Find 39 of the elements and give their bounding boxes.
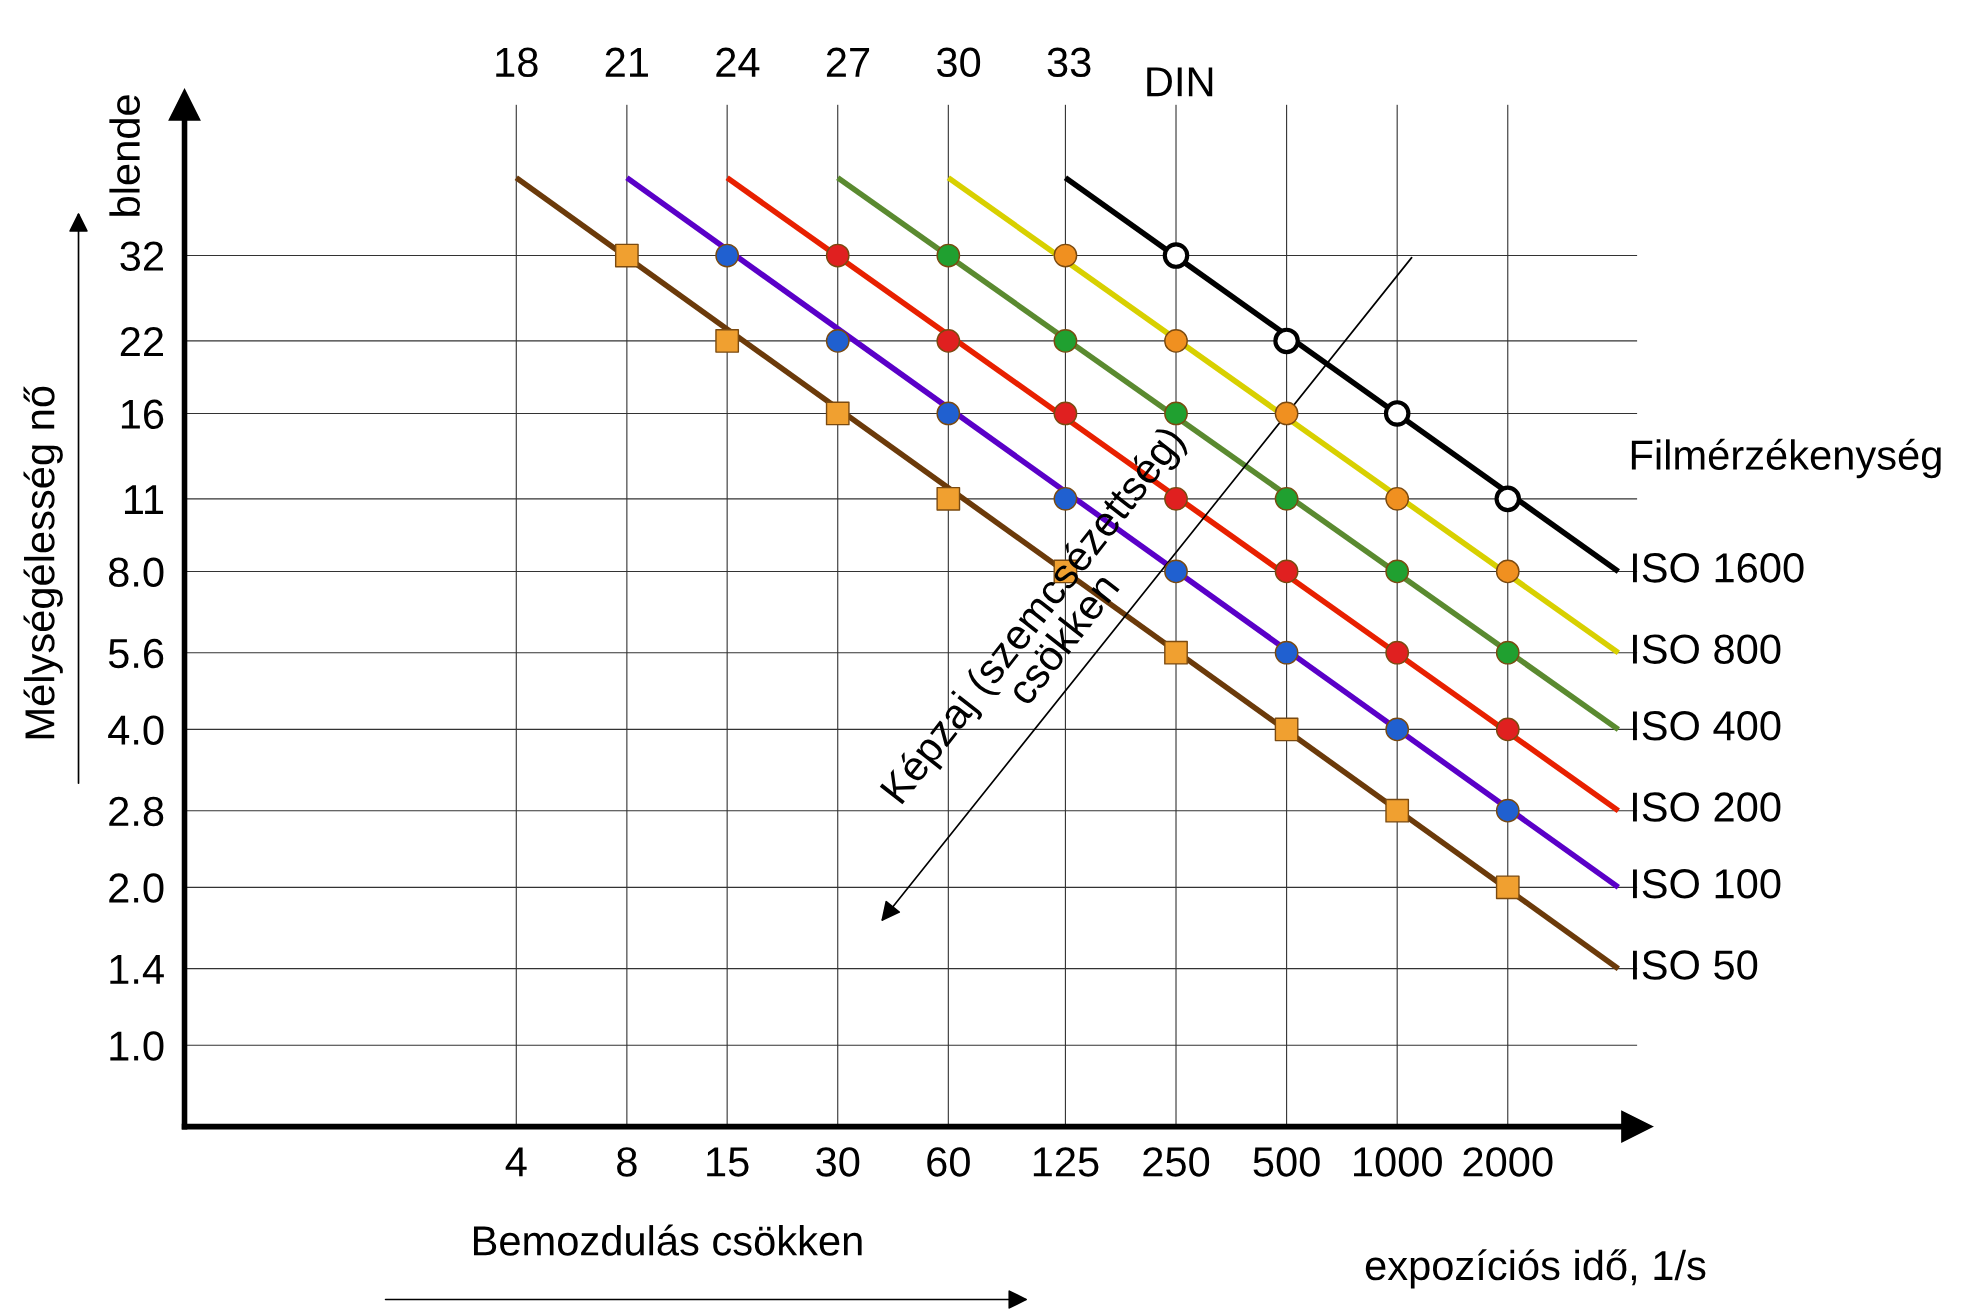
y-axis-title: blende — [109, 95, 140, 216]
series-label: ISO 50 — [1632, 950, 1758, 980]
y-tick-label: 1.0 — [110, 1031, 164, 1061]
x2-tick-label: 18 — [496, 47, 538, 78]
x-tick-label: 2000 — [1463, 1147, 1553, 1177]
x2-tick-label: 30 — [936, 47, 981, 78]
y-tick-label: 1.4 — [110, 955, 164, 984]
series-label: ISO 100 — [1632, 869, 1781, 899]
x-tick-label: 30 — [816, 1147, 860, 1177]
series-label: ISO 1600 — [1632, 553, 1804, 583]
x-tick-label: 125 — [1033, 1147, 1099, 1177]
x2-tick-label: 21 — [605, 47, 648, 77]
x2-tick-label: 33 — [1047, 47, 1091, 78]
x2-tick-label: 24 — [716, 47, 760, 77]
y-tick-label: 11 — [124, 485, 164, 514]
y-tick-label: 5.6 — [108, 638, 164, 669]
x-tick-label: 250 — [1143, 1147, 1210, 1177]
x-tick-label: 4 — [505, 1147, 527, 1177]
legend-title: Filmérzékenység — [1631, 438, 1941, 479]
y-tick-label: 22 — [120, 326, 163, 357]
x-tick-label: 500 — [1253, 1147, 1320, 1177]
y-tick-label: 8.0 — [108, 557, 164, 587]
x2-tick-label: 27 — [826, 47, 870, 77]
x-tick-label: 60 — [927, 1147, 970, 1177]
series-label: ISO 400 — [1632, 711, 1781, 741]
y-tick-label: 2.8 — [109, 796, 164, 827]
x-tick-label: 8 — [617, 1147, 637, 1177]
y-tick-label: 16 — [121, 399, 164, 429]
y-tick-label: 2.0 — [109, 873, 164, 903]
text: Mélységélesség nő — [23, 386, 63, 739]
text: Bemozdulás csökken — [473, 1224, 862, 1256]
x-axis-title: expozíciós idő, 1/s — [1365, 1249, 1706, 1289]
y-tick-label: 32 — [120, 241, 163, 272]
y-tick-label: 4.0 — [108, 715, 164, 745]
x-tick-label: 15 — [707, 1147, 749, 1177]
series-label: ISO 200 — [1632, 792, 1781, 822]
x2-axis-title: DIN — [1147, 67, 1213, 97]
x-tick-label: 1000 — [1354, 1147, 1442, 1177]
series-label: ISO 800 — [1632, 634, 1781, 664]
